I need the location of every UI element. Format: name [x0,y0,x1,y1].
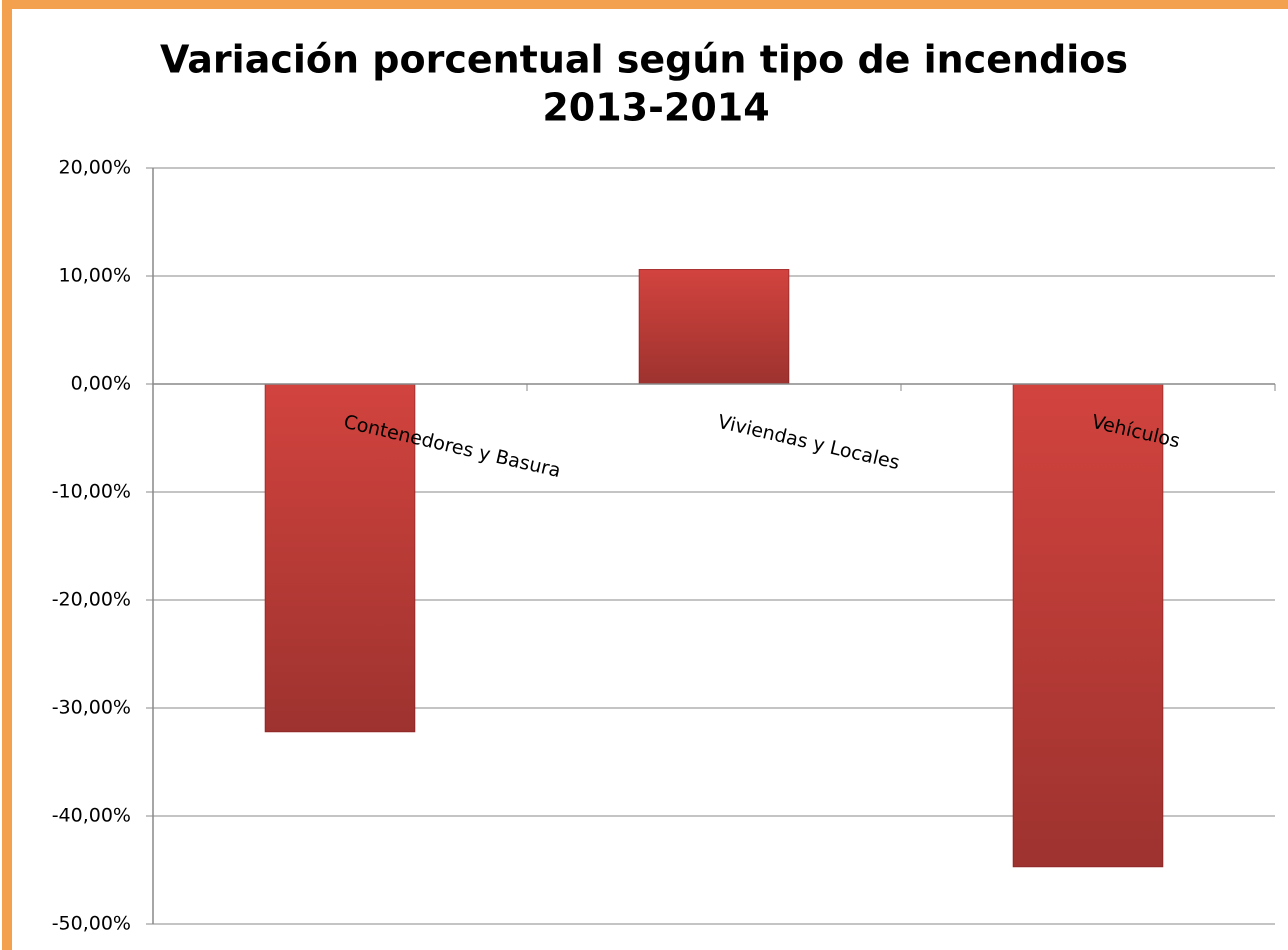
chart-title: Variación porcentual según tipo de incen… [160,38,1128,82]
bar-shade [1013,384,1163,867]
bar-shade [639,269,789,384]
y-tick-label: 10,00% [59,265,131,287]
y-tick-label: 20,00% [59,157,131,179]
y-tick-label: -30,00% [52,697,131,719]
y-tick-label: -50,00% [52,913,131,935]
y-tick-label: 0,00% [71,373,131,395]
chart-title: 2013-2014 [542,86,769,130]
bar-shade [265,384,415,732]
y-tick-label: -20,00% [52,589,131,611]
y-tick-label: -40,00% [52,805,131,827]
y-tick-label: -10,00% [52,481,131,503]
